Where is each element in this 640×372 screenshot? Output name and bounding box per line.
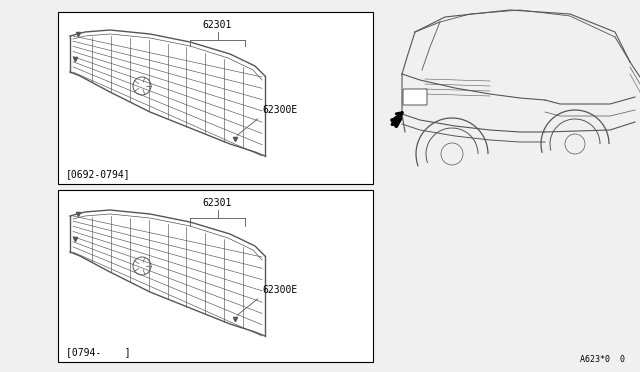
FancyBboxPatch shape — [403, 89, 427, 105]
Text: 62301: 62301 — [203, 198, 232, 208]
Text: A623*0  0: A623*0 0 — [580, 355, 625, 364]
Text: 62301: 62301 — [203, 20, 232, 30]
Text: [0794-    ]: [0794- ] — [66, 347, 131, 357]
Bar — [58, 190, 373, 362]
Bar — [58, 12, 373, 184]
Text: [0692-0794]: [0692-0794] — [66, 169, 131, 179]
Text: 62300E: 62300E — [262, 285, 297, 295]
Text: 62300E: 62300E — [262, 105, 297, 115]
